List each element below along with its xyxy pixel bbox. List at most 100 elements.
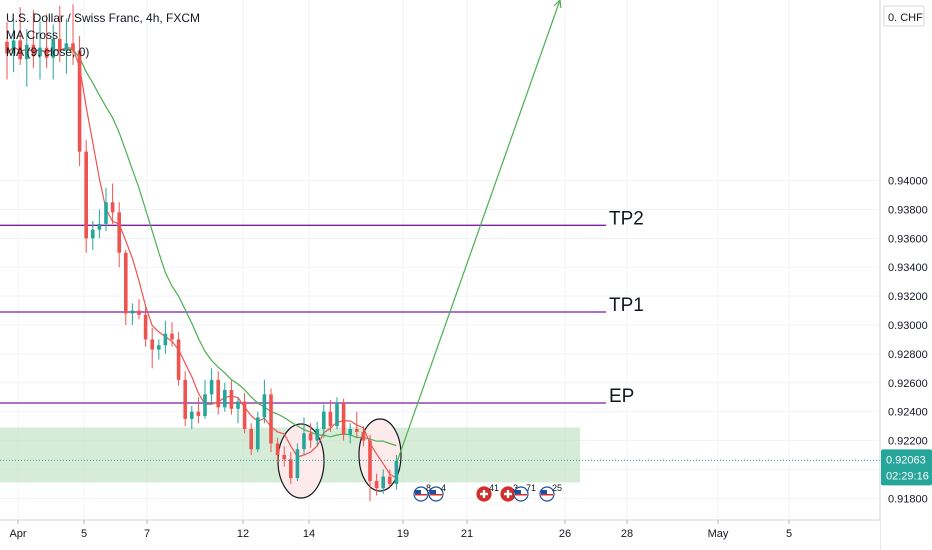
candle-body [38,47,42,57]
economic-events[interactable]: 8 4 41 3 71 25 [413,483,562,502]
candle [216,371,220,415]
candle-body [335,403,339,427]
candle-body [163,333,168,346]
last-price-value: 0.92063 [886,454,926,466]
event-marker[interactable]: 71 [513,483,536,502]
price-tick-label[interactable]: 0.94000 [888,176,928,188]
candle-body [58,39,62,51]
candle-body [203,394,207,416]
candle [315,421,319,447]
candle [38,21,42,80]
candle-body [176,339,181,380]
projection-arrow[interactable] [396,0,562,461]
candle-body [124,252,128,314]
ma-slow-line [6,46,397,447]
candle [97,209,102,239]
candle-body [374,481,379,489]
time-tick-label[interactable]: 7 [144,528,150,540]
price-tick-label[interactable]: 0.91800 [888,493,928,505]
price-tick-label[interactable]: 0.92800 [888,349,928,361]
candle [242,392,247,434]
event-marker[interactable]: 8 [413,483,431,502]
candle [249,423,253,455]
event-count: 41 [489,483,499,493]
candle-body [64,43,69,51]
time-tick-label[interactable]: 14 [303,528,315,540]
price-tick-label[interactable]: 0.93800 [888,204,928,216]
candle-body [322,411,326,429]
candle-body [223,390,227,408]
price-tick-label[interactable]: 0.93600 [888,233,928,245]
candle [157,339,161,360]
projection-line[interactable] [396,0,561,461]
candle-body [11,40,16,54]
candle [91,221,95,250]
currency-label[interactable]: 0. CHF [888,12,923,24]
candle-body [104,202,108,224]
time-tick-label[interactable]: 5 [786,528,792,540]
event-marker[interactable]: 25 [539,483,562,502]
candle-body [256,417,260,450]
candle [374,473,379,496]
candle [355,411,359,438]
time-tick-label[interactable]: 5 [81,528,87,540]
candle [368,434,372,502]
candle-body [341,403,346,435]
candle [308,423,313,448]
candle-body [71,43,75,51]
candle-body [51,39,55,58]
candle [51,24,55,80]
candle [11,18,16,73]
candle-body [315,429,319,441]
time-tick-label[interactable]: 26 [559,528,571,540]
time-tick-label[interactable]: Apr [9,528,26,540]
candle [44,14,49,68]
time-tick-label[interactable]: 28 [621,528,633,540]
price-tick-label[interactable]: 0.93000 [888,320,928,332]
time-tick-label[interactable]: 19 [397,528,409,540]
candle [137,299,141,320]
candle-body [117,212,121,253]
time-tick-label[interactable]: 21 [461,528,473,540]
candle-body [262,394,267,418]
candle-body [355,429,359,432]
event-marker[interactable]: 4 [428,483,446,502]
event-marker[interactable]: 3 [500,483,518,502]
candle [262,379,267,424]
candle-body [183,379,187,419]
price-tick-label[interactable]: 0.92200 [888,436,928,448]
candle-body [91,229,95,239]
candle-body [190,411,194,419]
stripe [415,494,427,496]
candle-body [143,314,148,340]
candle [5,21,9,80]
candle-body [289,459,293,479]
cross-h [480,492,488,496]
event-count: 25 [552,483,562,493]
candle [381,469,385,494]
candle [117,202,121,268]
price-tick-label[interactable]: 0.92600 [888,378,928,390]
candle [269,388,273,453]
stripe [541,494,553,496]
candle [388,469,392,487]
price-tick-label[interactable]: 0.93200 [888,291,928,303]
candle-body [77,50,82,152]
candle-body [249,429,253,450]
time-axis[interactable]: Apr 5 7 12 14 19 21 26 28 May 5 [0,519,880,550]
candle-body [361,431,366,441]
price-tick-label[interactable]: 0.92400 [888,407,928,419]
candle [203,379,207,419]
candle-body [97,223,102,230]
time-tick-label[interactable]: May [708,528,729,540]
candle [150,327,154,369]
candle [64,18,69,74]
candle-body [242,401,247,429]
price-tick-label[interactable]: 0.93400 [888,262,928,274]
currency-box[interactable] [883,5,925,27]
candle [209,368,214,405]
time-tick-label[interactable]: 12 [237,528,249,540]
candle [328,400,333,432]
event-marker[interactable]: 41 [476,483,499,502]
